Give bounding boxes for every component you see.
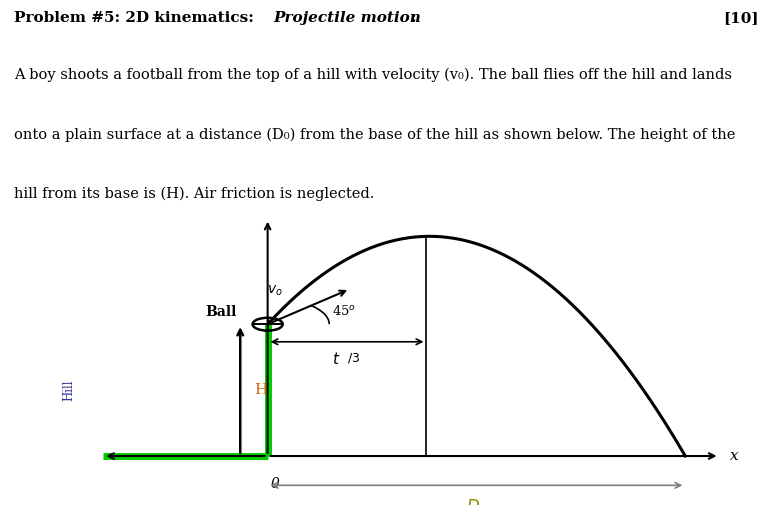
Text: onto a plain surface at a distance (D₀) from the base of the hill as shown below: onto a plain surface at a distance (D₀) … <box>14 127 735 141</box>
Text: hill from its base is (H). Air friction is neglected.: hill from its base is (H). Air friction … <box>14 187 374 201</box>
Text: [10]: [10] <box>723 11 759 25</box>
Text: x: x <box>730 449 738 463</box>
Text: $/3$: $/3$ <box>347 350 360 365</box>
Text: :: : <box>411 11 416 25</box>
Text: 0: 0 <box>271 477 280 490</box>
Text: Problem #5: 2D kinematics:: Problem #5: 2D kinematics: <box>14 11 259 25</box>
Text: $v_o$: $v_o$ <box>267 283 282 298</box>
Text: $t$: $t$ <box>331 350 340 367</box>
Text: H: H <box>254 383 267 397</box>
Text: Ball: Ball <box>205 306 237 320</box>
Text: Projectile motion: Projectile motion <box>274 11 422 25</box>
Text: Hill: Hill <box>62 379 75 401</box>
Text: A boy shoots a football from the top of a hill with velocity (v₀). The ball flie: A boy shoots a football from the top of … <box>14 68 732 82</box>
Text: $D_o$: $D_o$ <box>466 497 487 505</box>
Text: 45$^o$: 45$^o$ <box>332 304 356 318</box>
